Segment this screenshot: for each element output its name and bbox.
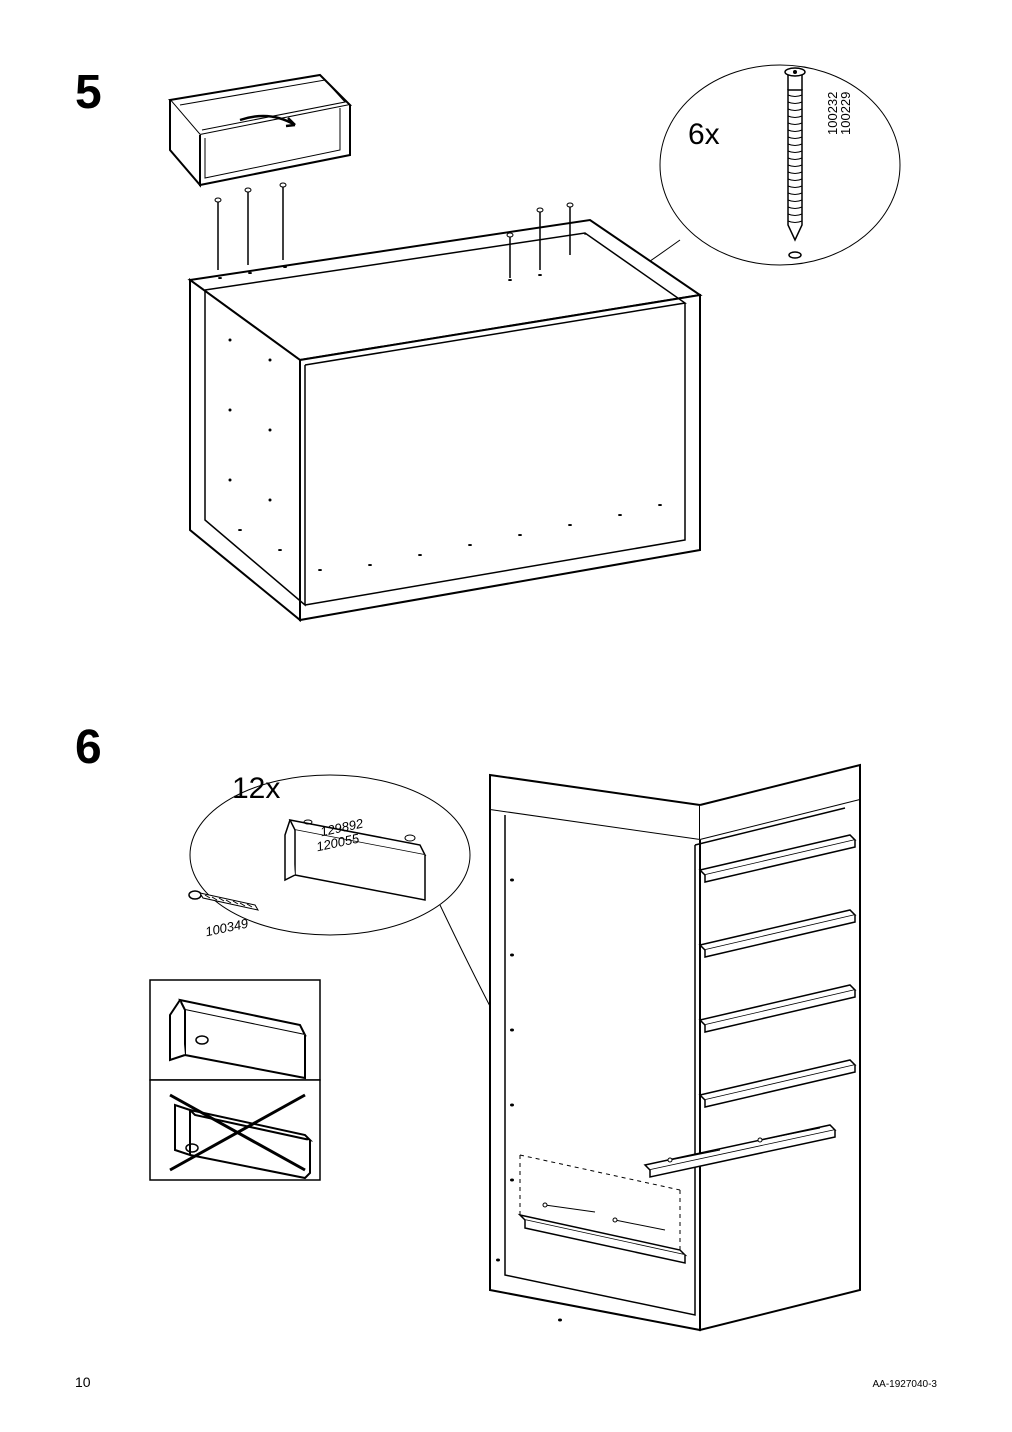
step-6-hardware-count: 12x <box>232 772 280 806</box>
step-6-number: 6 <box>75 720 102 775</box>
document-number: AA-1927040-3 <box>873 1379 938 1390</box>
main-cabinet-step5 <box>190 220 700 620</box>
screw-detail <box>785 68 805 258</box>
screws-top-left <box>215 183 286 270</box>
step-6-svg <box>140 760 920 1360</box>
step-5-part-2: 100229 <box>838 92 853 135</box>
small-box-illustration <box>170 75 350 185</box>
step-5-diagram <box>140 60 920 680</box>
step-5-hardware-count: 6x <box>688 118 720 152</box>
step-5-svg <box>140 60 920 680</box>
page-number: 10 <box>75 1374 91 1390</box>
page-container: 5 <box>0 0 1012 1432</box>
step-6-diagram <box>140 760 920 1360</box>
orientation-guide <box>150 980 320 1180</box>
tall-cabinet-step6 <box>490 765 860 1330</box>
step-5-number: 5 <box>75 65 102 120</box>
callout-circle <box>660 65 900 265</box>
